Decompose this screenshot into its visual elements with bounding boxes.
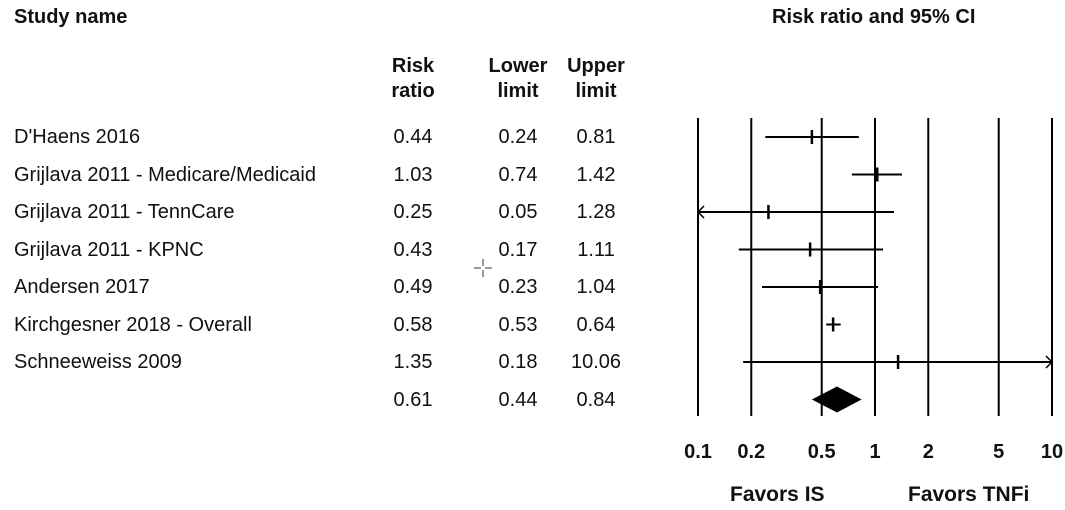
x-tick-label: 0.2 [737, 441, 765, 463]
lower-limit-value: 0.17 [498, 238, 538, 261]
upper-limit-value: 1.11 [577, 238, 615, 261]
x-tick-label: 2 [923, 441, 934, 463]
favors-tnfi-label: Favors TNFi [908, 483, 1030, 506]
x-tick-label: 5 [993, 441, 1004, 463]
lower-limit-header: Lower limit [478, 54, 558, 104]
upper-limit-value: 0.81 [576, 126, 616, 148]
lower-limit-header-line2: limit [497, 80, 539, 102]
study-name: Grijlava 2011 - TennCare [14, 201, 235, 223]
ci-arrow-right [1045, 355, 1054, 369]
risk-ratio-value: 1.03 [393, 163, 433, 186]
study-name-header: Study name [14, 6, 128, 28]
upper-limit-header-line2: limit [575, 80, 617, 102]
ci-arrow-left [696, 205, 705, 219]
risk-ratio-value: 0.61 [393, 388, 433, 411]
lower-limit-value: 0.53 [498, 313, 538, 336]
risk-ratio-value: 0.58 [393, 313, 433, 336]
risk-ratio-value: 0.49 [393, 276, 433, 298]
upper-limit-value: 0.84 [576, 388, 616, 411]
upper-limit-value: 1.28 [576, 201, 616, 223]
risk-ratio-value: 1.35 [393, 351, 433, 373]
pooled-diamond [811, 386, 862, 413]
ci-title: Risk ratio and 95% CI [772, 6, 976, 28]
upper-limit-header: Upper limit [556, 54, 636, 104]
study-name: Grijlava 2011 - Medicare/Medicaid [14, 163, 316, 186]
lower-limit-value: 0.23 [498, 276, 538, 298]
study-name: Andersen 2017 [14, 276, 150, 298]
x-tick-label: 10 [1041, 441, 1063, 463]
study-name: Grijlava 2011 - KPNC [14, 238, 204, 261]
upper-limit-value: 1.04 [576, 276, 616, 298]
study-name: Schneeweiss 2009 [14, 351, 182, 373]
risk-ratio-value: 0.25 [393, 201, 433, 223]
study-name: Kirchgesner 2018 - Overall [14, 313, 252, 336]
study-name: D'Haens 2016 [14, 126, 141, 148]
lower-limit-value: 0.74 [498, 163, 538, 186]
favors-is-label: Favors IS [730, 483, 825, 506]
risk-ratio-header-line2: ratio [391, 80, 435, 102]
risk-ratio-value: 0.43 [393, 238, 433, 261]
lower-limit-header-line1: Lower [488, 55, 548, 77]
crosshair-cursor-icon [474, 259, 492, 277]
x-tick-label: 0.5 [808, 441, 836, 463]
upper-limit-value: 10.06 [570, 351, 622, 373]
risk-ratio-header: Risk ratio [378, 54, 448, 104]
risk-ratio-value: 0.44 [393, 126, 433, 148]
risk-ratio-header-line1: Risk [391, 55, 435, 77]
lower-limit-value: 0.05 [498, 201, 538, 223]
upper-limit-value: 1.42 [576, 163, 616, 186]
upper-limit-value: 0.64 [576, 313, 616, 336]
lower-limit-value: 0.44 [498, 388, 538, 411]
lower-limit-value: 0.18 [498, 351, 538, 373]
x-tick-label: 0.1 [684, 441, 712, 463]
lower-limit-value: 0.24 [498, 126, 538, 148]
upper-limit-header-line1: Upper [567, 55, 625, 77]
x-tick-label: 1 [869, 441, 880, 463]
